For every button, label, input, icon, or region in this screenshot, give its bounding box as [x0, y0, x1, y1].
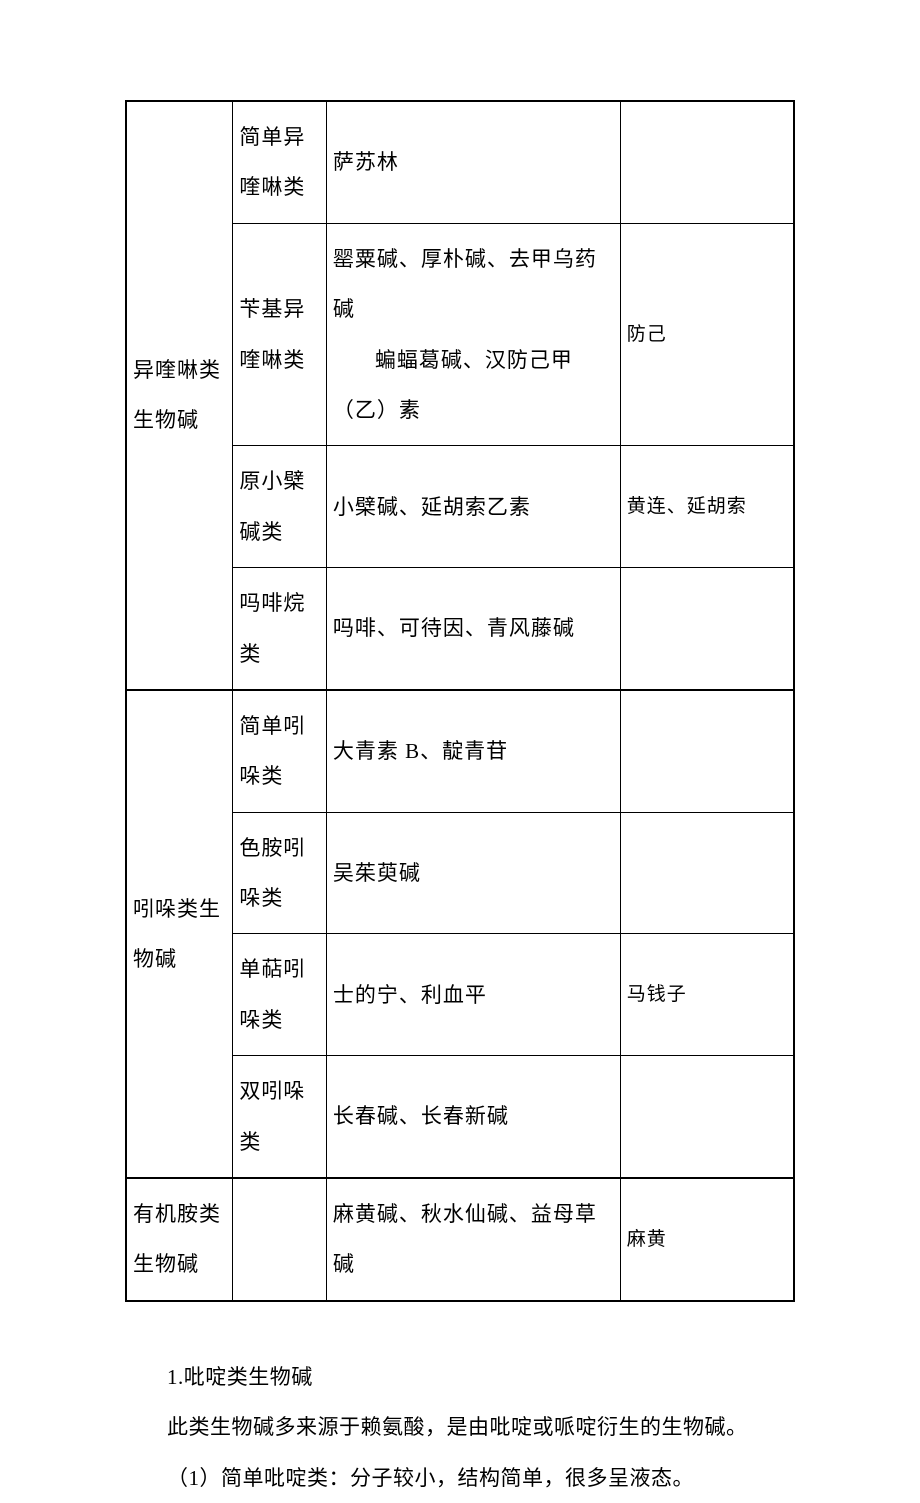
cell-subtype [233, 1178, 327, 1301]
cell-subtype: 双吲哚类 [233, 1056, 327, 1178]
cell-source [620, 1056, 794, 1178]
cell-text: 罂粟碱、厚朴碱、去甲乌药碱 [333, 247, 597, 321]
cell-source [620, 690, 794, 812]
body-text: 1.吡啶类生物碱 此类生物碱多来源于赖氨酸，是由吡啶或哌啶衍生的生物碱。 （1）… [125, 1352, 795, 1503]
cell-examples: 吴茱萸碱 [326, 812, 620, 934]
cell-category: 异喹啉类生物碱 [126, 101, 233, 690]
cell-source: 黄连、延胡索 [620, 446, 794, 568]
cell-examples: 小檗碱、延胡索乙素 [326, 446, 620, 568]
cell-category: 有机胺类生物碱 [126, 1178, 233, 1301]
cell-examples: 麻黄碱、秋水仙碱、益母草碱 [326, 1178, 620, 1301]
cell-category: 吲哚类生物碱 [126, 690, 233, 1178]
cell-source: 麻黄 [620, 1178, 794, 1301]
cell-subtype: 吗啡烷类 [233, 568, 327, 690]
table-row: 吲哚类生物碱 简单吲哚类 大青素 B、靛青苷 [126, 690, 794, 812]
cell-source: 马钱子 [620, 934, 794, 1056]
paragraph-heading: 1.吡啶类生物碱 [125, 1352, 795, 1402]
cell-subtype: 色胺吲哚类 [233, 812, 327, 934]
cell-subtype: 原小檗碱类 [233, 446, 327, 568]
cell-source: 防己 [620, 223, 794, 446]
cell-examples: 萨苏林 [326, 101, 620, 223]
paragraph: 此类生物碱多来源于赖氨酸，是由吡啶或哌啶衍生的生物碱。 [125, 1402, 795, 1452]
table-row: 有机胺类生物碱 麻黄碱、秋水仙碱、益母草碱 麻黄 [126, 1178, 794, 1301]
cell-examples: 罂粟碱、厚朴碱、去甲乌药碱 蝙蝠葛碱、汉防己甲（乙）素 [326, 223, 620, 446]
cell-source [620, 812, 794, 934]
cell-subtype: 简单异喹啉类 [233, 101, 327, 223]
cell-subtype: 单萜吲哚类 [233, 934, 327, 1056]
cell-subtype: 苄基异喹啉类 [233, 223, 327, 446]
cell-examples: 大青素 B、靛青苷 [326, 690, 620, 812]
alkaloid-table: 异喹啉类生物碱 简单异喹啉类 萨苏林 苄基异喹啉类 罂粟碱、厚朴碱、去甲乌药碱 … [125, 100, 795, 1302]
cell-text-extra: 蝙蝠葛碱、汉防己甲（乙）素 [333, 348, 573, 422]
cell-examples: 长春碱、长春新碱 [326, 1056, 620, 1178]
cell-source [620, 568, 794, 690]
cell-examples: 吗啡、可待因、青风藤碱 [326, 568, 620, 690]
paragraph: （1）简单吡啶类：分子较小，结构简单，很多呈液态。 [125, 1453, 795, 1503]
cell-source [620, 101, 794, 223]
table-row: 异喹啉类生物碱 简单异喹啉类 萨苏林 [126, 101, 794, 223]
cell-examples: 士的宁、利血平 [326, 934, 620, 1056]
cell-subtype: 简单吲哚类 [233, 690, 327, 812]
